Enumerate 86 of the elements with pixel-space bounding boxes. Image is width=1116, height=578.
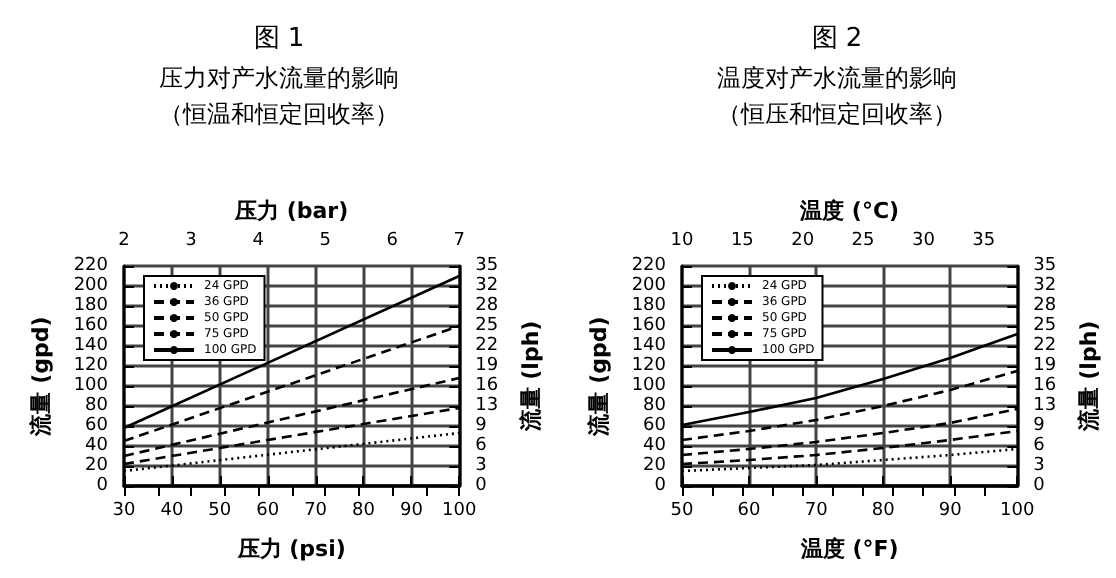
y2-tick-label: 0	[475, 476, 488, 496]
y2-tick-label: 22	[1033, 335, 1057, 356]
x2-tick-label: 6	[386, 231, 399, 251]
x2-tick-label: 5	[319, 231, 331, 251]
x-tick-label: 50	[208, 501, 232, 521]
y2-tick-label: 13	[1033, 396, 1057, 417]
chart-title: 图 2	[811, 24, 863, 54]
x-tick-label: 100	[442, 501, 478, 521]
y2-tick-label: 28	[1033, 295, 1057, 316]
y-tick-label: 80	[643, 396, 667, 416]
x2-tick-label: 2	[118, 231, 130, 251]
y-tick-label: 220	[631, 256, 667, 276]
x2-tick-label: 15	[730, 231, 754, 251]
y2-tick-label: 6	[1033, 436, 1046, 457]
x2-axis-title: 温度 (°C)	[798, 198, 900, 224]
x-tick-label: 60	[256, 501, 280, 521]
y-axis-title: 流量 (gpd)	[27, 316, 54, 438]
x-tick-label: 40	[160, 501, 184, 521]
y2-axis-title: 流量 (lph)	[1076, 320, 1102, 434]
x-axis-title: 温度 (°F)	[798, 536, 899, 562]
y2-tick-label: 3	[475, 456, 487, 477]
y-tick-label: 60	[643, 416, 667, 436]
y-tick-label: 120	[73, 356, 109, 376]
x-tick-label: 70	[804, 501, 829, 521]
x-tick-label: 60	[737, 501, 762, 521]
y2-tick-label: 25	[475, 316, 499, 337]
y-tick-label: 120	[631, 356, 667, 376]
y2-axis-title: 流量 (lph)	[518, 320, 544, 434]
y-tick-label: 20	[85, 456, 109, 476]
y2-tick-label: 32	[475, 276, 499, 297]
y2-tick-label: 19	[475, 356, 499, 377]
y2-tick-label: 35	[1033, 256, 1057, 276]
x-tick-label: 80	[352, 501, 376, 521]
x-tick-label: 90	[399, 501, 424, 521]
chart-subtitle: 温度对产水流量的影响（恒压和恒定回收率）	[717, 64, 957, 128]
y-tick-label: 100	[631, 376, 667, 396]
y-tick-label: 20	[643, 456, 667, 476]
y2-tick-label: 19	[1033, 356, 1057, 377]
y-tick-label: 160	[631, 316, 667, 336]
y2-tick-label: 28	[475, 295, 499, 316]
y-tick-label: 140	[631, 336, 667, 356]
y-tick-label: 100	[73, 376, 109, 396]
y-tick-label: 40	[85, 436, 109, 456]
x-tick-label: 90	[938, 501, 963, 521]
y2-tick-label: 32	[1033, 276, 1057, 297]
x-tick-label: 70	[304, 501, 328, 521]
y-tick-label: 40	[643, 436, 667, 456]
y2-tick-label: 16	[1033, 375, 1057, 396]
y2-tick-label: 3	[1033, 456, 1045, 477]
x2-axis-title: 压力 (bar)	[233, 198, 349, 224]
y-tick-label: 160	[73, 316, 109, 336]
y2-tick-label: 9	[475, 415, 488, 436]
x2-tick-label: 10	[670, 231, 694, 251]
x-tick-label: 80	[871, 501, 896, 521]
y-tick-label: 180	[631, 296, 667, 316]
y2-tick-label: 0	[1033, 476, 1046, 496]
x-tick-label: 30	[112, 501, 136, 521]
y-tick-label: 60	[85, 416, 109, 436]
y-tick-label: 200	[631, 276, 667, 296]
chart-title: 图 1	[253, 24, 305, 54]
y-tick-label: 80	[85, 396, 109, 416]
x2-tick-label: 7	[453, 231, 466, 251]
y2-tick-label: 35	[475, 256, 499, 276]
y-tick-label: 180	[73, 296, 109, 316]
x2-tick-label: 4	[252, 231, 265, 251]
x2-tick-label: 3	[185, 231, 197, 251]
y2-tick-label: 6	[475, 436, 488, 457]
x-tick-label: 50	[670, 501, 694, 521]
x2-tick-label: 30	[911, 231, 936, 251]
y-tick-label: 0	[96, 476, 109, 496]
y2-tick-label: 22	[475, 335, 499, 356]
y2-tick-label: 25	[1033, 316, 1057, 337]
y-tick-label: 0	[654, 476, 667, 496]
y-axis-title: 流量 (gpd)	[585, 316, 612, 438]
y-tick-label: 140	[73, 336, 109, 356]
y2-tick-label: 13	[475, 396, 499, 417]
y2-tick-label: 16	[475, 375, 499, 396]
x2-tick-label: 25	[851, 231, 875, 251]
y-tick-label: 200	[73, 276, 109, 296]
x2-tick-label: 20	[791, 231, 815, 251]
y-tick-label: 220	[73, 256, 109, 276]
x2-tick-label: 35	[972, 231, 996, 251]
y2-tick-label: 9	[1033, 415, 1046, 436]
chart-subtitle: 压力对产水流量的影响（恒温和恒定回收率）	[159, 64, 399, 128]
x-axis-title: 压力 (psi)	[235, 536, 346, 562]
x-tick-label: 100	[1000, 501, 1036, 521]
